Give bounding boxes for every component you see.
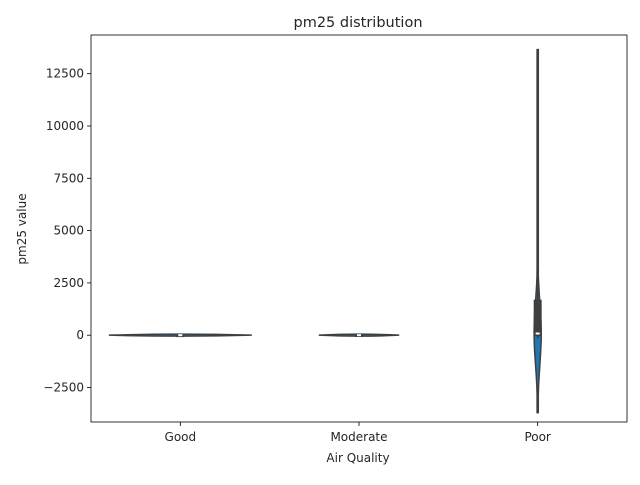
y-tick-label: 5000 (53, 224, 84, 238)
y-tick-label: 12500 (46, 67, 84, 81)
violin-median (535, 332, 540, 335)
violin-median (178, 334, 183, 337)
violin-moderate (318, 333, 400, 337)
chart-title: pm25 distribution (293, 15, 422, 31)
y-axis-label: pm25 value (15, 193, 29, 264)
x-axis-label: Air Quality (326, 451, 389, 465)
y-tick-label: 10000 (46, 119, 84, 133)
x-tick-label: Good (165, 430, 197, 444)
x-axis: Good Moderate Poor (165, 422, 551, 444)
axes-frame (90, 34, 628, 423)
violin-median (357, 334, 361, 337)
violin-poor (533, 48, 542, 414)
violin-box (533, 299, 542, 337)
plot-area (108, 48, 542, 414)
y-tick-label: 0 (76, 328, 84, 342)
y-axis: −2500 0 2500 5000 7500 10000 12500 (43, 67, 91, 394)
y-tick-label: 7500 (53, 171, 84, 185)
y-tick-label: −2500 (43, 380, 84, 394)
x-tick-label: Poor (524, 430, 550, 444)
violin-good (108, 333, 252, 338)
y-tick-label: 2500 (53, 276, 84, 290)
x-tick-label: Moderate (330, 430, 387, 444)
violin-body (533, 48, 542, 414)
